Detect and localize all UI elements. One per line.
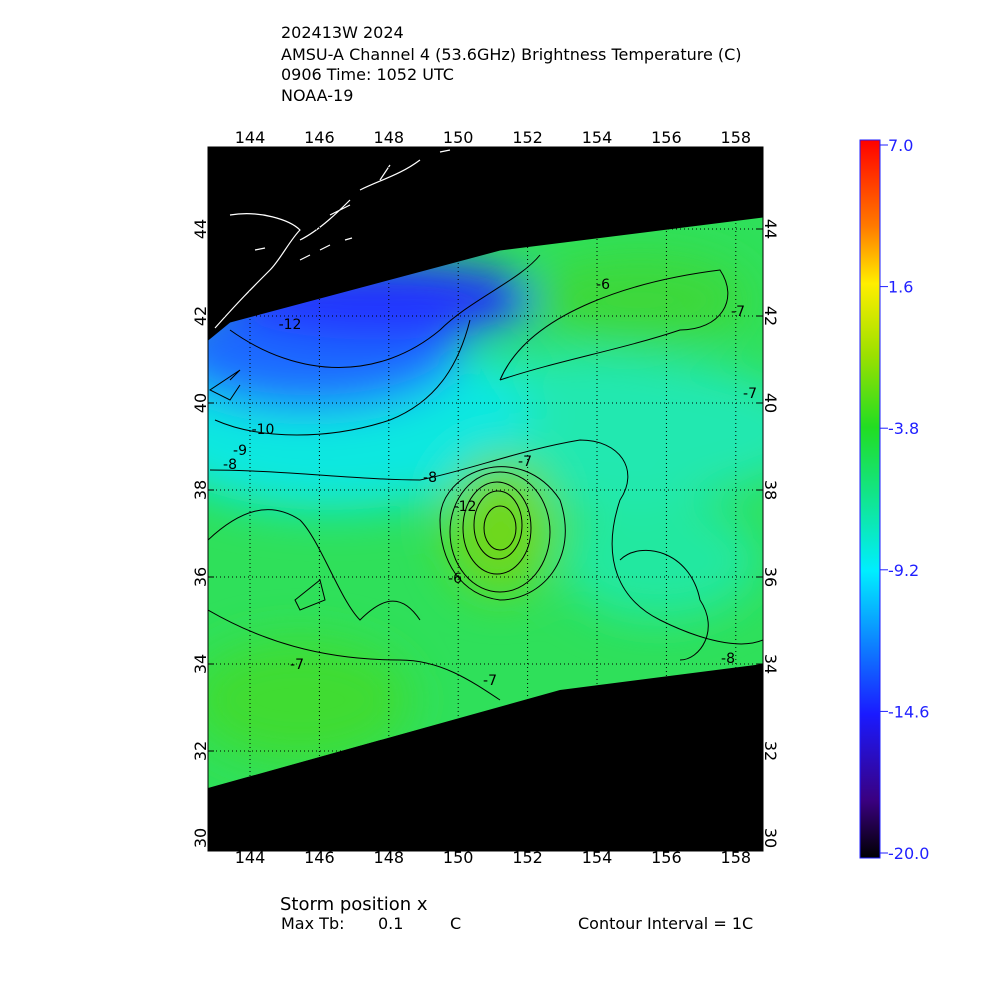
lat-tick-label: 38 bbox=[191, 480, 210, 500]
lat-tick-label: 32 bbox=[761, 741, 780, 761]
lon-tick-label: 150 bbox=[443, 128, 474, 147]
lon-tick-label: 158 bbox=[721, 848, 752, 867]
coastline bbox=[214, 149, 451, 329]
lon-tick-label: 156 bbox=[651, 848, 682, 867]
colorbar-tick-label: -3.8 bbox=[888, 419, 919, 438]
header-line: 202413W 2024 bbox=[281, 23, 404, 42]
lat-tick-label: 40 bbox=[191, 393, 210, 413]
contour-label: -7 bbox=[743, 386, 757, 402]
lon-tick-label: 156 bbox=[651, 128, 682, 147]
contour-label: -6 bbox=[596, 277, 610, 293]
swath bbox=[208, 217, 763, 788]
lon-tick-label: 144 bbox=[235, 848, 266, 867]
contour-label: -12 bbox=[454, 499, 477, 515]
lon-tick-label: 158 bbox=[721, 128, 752, 147]
lon-tick-label: 150 bbox=[443, 848, 474, 867]
lon-tick-label: 148 bbox=[374, 128, 405, 147]
contour-label: -10 bbox=[252, 422, 275, 438]
lat-tick-label: 34 bbox=[191, 654, 210, 674]
lat-tick-label: 44 bbox=[191, 219, 210, 239]
grid bbox=[208, 147, 763, 851]
lon-tick-label: 146 bbox=[304, 848, 335, 867]
lat-tick-label: 42 bbox=[761, 306, 780, 326]
lon-tick-label: 146 bbox=[304, 128, 335, 147]
lat-tick-label: 30 bbox=[761, 828, 780, 848]
storm-position: Storm position x bbox=[280, 894, 428, 915]
colorbar-tick-label: -9.2 bbox=[888, 561, 919, 580]
max-tb-value: 0.1 bbox=[378, 914, 403, 933]
lat-tick-label: 40 bbox=[761, 393, 780, 413]
contour-interval: Contour Interval = 1C bbox=[578, 914, 753, 933]
header-line: AMSU-A Channel 4 (53.6GHz) Brightness Te… bbox=[281, 45, 742, 64]
map-area bbox=[208, 147, 763, 851]
contour-label: -7 bbox=[731, 304, 745, 320]
map-frame bbox=[207, 146, 764, 852]
lat-tick-label: 42 bbox=[191, 306, 210, 326]
colorbar-tick-label: -20.0 bbox=[888, 844, 929, 863]
contour-label: -8 bbox=[223, 457, 237, 473]
lon-tick-label: 154 bbox=[582, 128, 613, 147]
lon-tick-label: 152 bbox=[512, 128, 543, 147]
colorbar-frame bbox=[859, 139, 881, 859]
header: 202413W 2024 AMSU-A Channel 4 (53.6GHz) … bbox=[281, 23, 742, 105]
contour-label: -6 bbox=[448, 571, 462, 587]
lon-tick-label: 144 bbox=[235, 128, 266, 147]
lat-tick-label: 36 bbox=[761, 567, 780, 587]
lat-tick-label: 36 bbox=[191, 567, 210, 587]
contours bbox=[208, 254, 763, 701]
contour-label: -7 bbox=[518, 454, 532, 470]
contour-label: -7 bbox=[483, 673, 497, 689]
lat-tick-label: 32 bbox=[191, 741, 210, 761]
contour-label: -9 bbox=[233, 443, 247, 459]
contour-label: -8 bbox=[423, 470, 437, 486]
lat-tick-label: 38 bbox=[761, 480, 780, 500]
header-line: 0906 Time: 1052 UTC bbox=[281, 65, 454, 84]
lon-tick-label: 148 bbox=[374, 848, 405, 867]
contour-label: -8 bbox=[721, 651, 735, 667]
max-tb-label: Max Tb: bbox=[281, 914, 344, 933]
lon-tick-label: 152 bbox=[512, 848, 543, 867]
footer: Storm position x Max Tb: 0.1 C Contour I… bbox=[280, 894, 753, 933]
colorbar-tick-label: 7.0 bbox=[888, 136, 913, 155]
contour-label: -12 bbox=[279, 317, 302, 333]
colorbar-tick-label: 1.6 bbox=[888, 278, 913, 297]
contour-label: -7 bbox=[290, 657, 304, 673]
colorbar-tick-label: -14.6 bbox=[888, 702, 929, 721]
lat-tick-label: 34 bbox=[761, 654, 780, 674]
lat-tick-label: 30 bbox=[191, 828, 210, 848]
header-line: NOAA-19 bbox=[281, 86, 353, 105]
max-tb-unit: C bbox=[450, 914, 461, 933]
colorbar bbox=[860, 140, 880, 858]
lon-tick-label: 154 bbox=[582, 848, 613, 867]
lat-tick-label: 44 bbox=[761, 219, 780, 239]
